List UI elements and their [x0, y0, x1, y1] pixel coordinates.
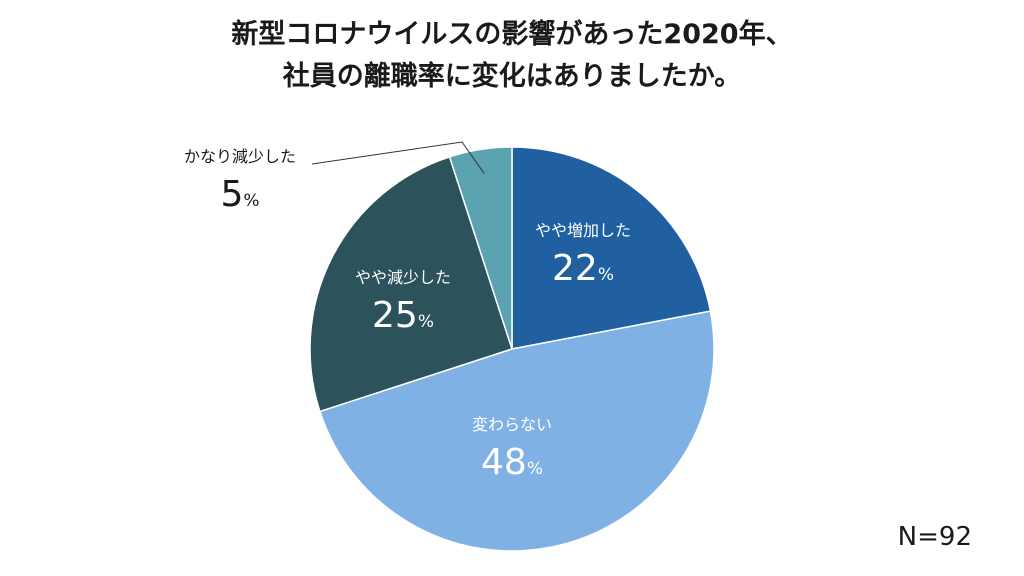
slice-value-decrease-greatly: 5% [220, 174, 259, 215]
chart-title: 新型コロナウイルスの影響があった2020年、 社員の離職率に変化はありましたか。 [0, 14, 1024, 98]
slice-label-decrease-slightly: やや減少した [355, 268, 451, 287]
slice-value-number-unchanged: 48 [481, 442, 527, 483]
pie-slice-decrease-slightly [309, 155, 513, 413]
sample-size-label: N=92 [897, 522, 972, 552]
slice-value-unit-increase-slightly: % [598, 265, 614, 285]
slice-value-decrease-slightly: 25% [372, 295, 434, 336]
slice-label-unchanged: 変わらない [472, 415, 552, 434]
slice-value-unit-unchanged: % [527, 459, 543, 479]
slice-label-increase-slightly: やや増加した [535, 221, 631, 240]
slice-value-number-increase-slightly: 22 [552, 248, 598, 289]
slice-value-number-decrease-greatly: 5 [220, 174, 243, 215]
title-line-2: 社員の離職率に変化はありましたか。 [282, 61, 742, 92]
pie-slice-unchanged [318, 310, 715, 552]
leader-line-decrease-greatly [311, 141, 485, 174]
slice-value-unit-decrease-greatly: % [243, 191, 259, 211]
slice-label-decrease-greatly: かなり減少した [184, 147, 296, 166]
slice-value-number-decrease-slightly: 25 [372, 295, 418, 336]
title-line-1: 新型コロナウイルスの影響があった2020年、 [231, 19, 793, 50]
slice-value-unit-decrease-slightly: % [418, 312, 434, 332]
pie-slice-decrease-greatly [448, 146, 513, 350]
pie-slice-increase-slightly [511, 146, 712, 350]
slice-value-increase-slightly: 22% [552, 248, 614, 289]
slice-value-unchanged: 48% [481, 442, 543, 483]
